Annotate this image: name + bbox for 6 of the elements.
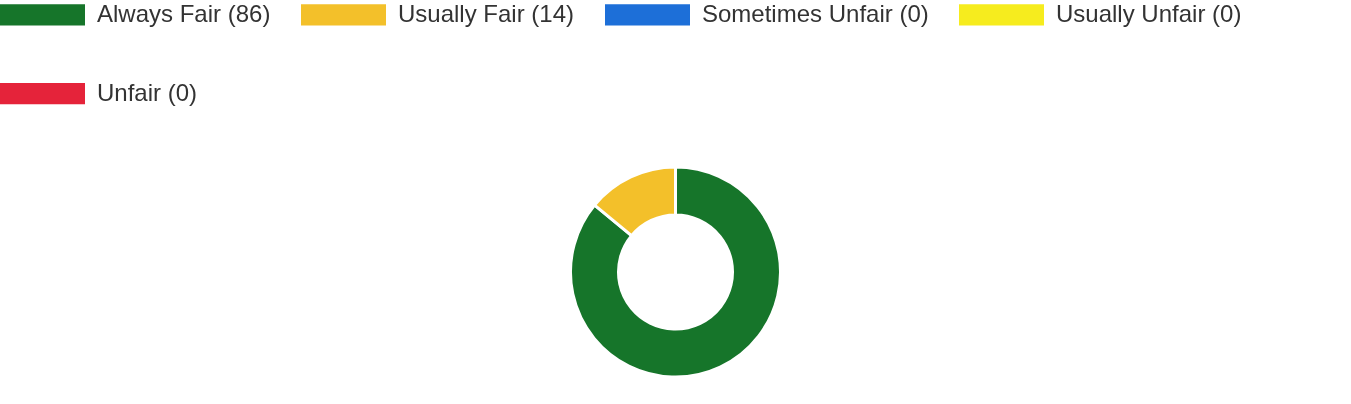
legend-label: Usually Unfair (0) xyxy=(1056,0,1242,27)
legend-label: Sometimes Unfair (0) xyxy=(702,0,929,27)
legend-label: Always Fair (86) xyxy=(97,0,271,27)
legend-label: Usually Fair (14) xyxy=(398,0,575,27)
legend-label: Unfair (0) xyxy=(97,78,198,106)
donut-slice xyxy=(569,165,782,379)
